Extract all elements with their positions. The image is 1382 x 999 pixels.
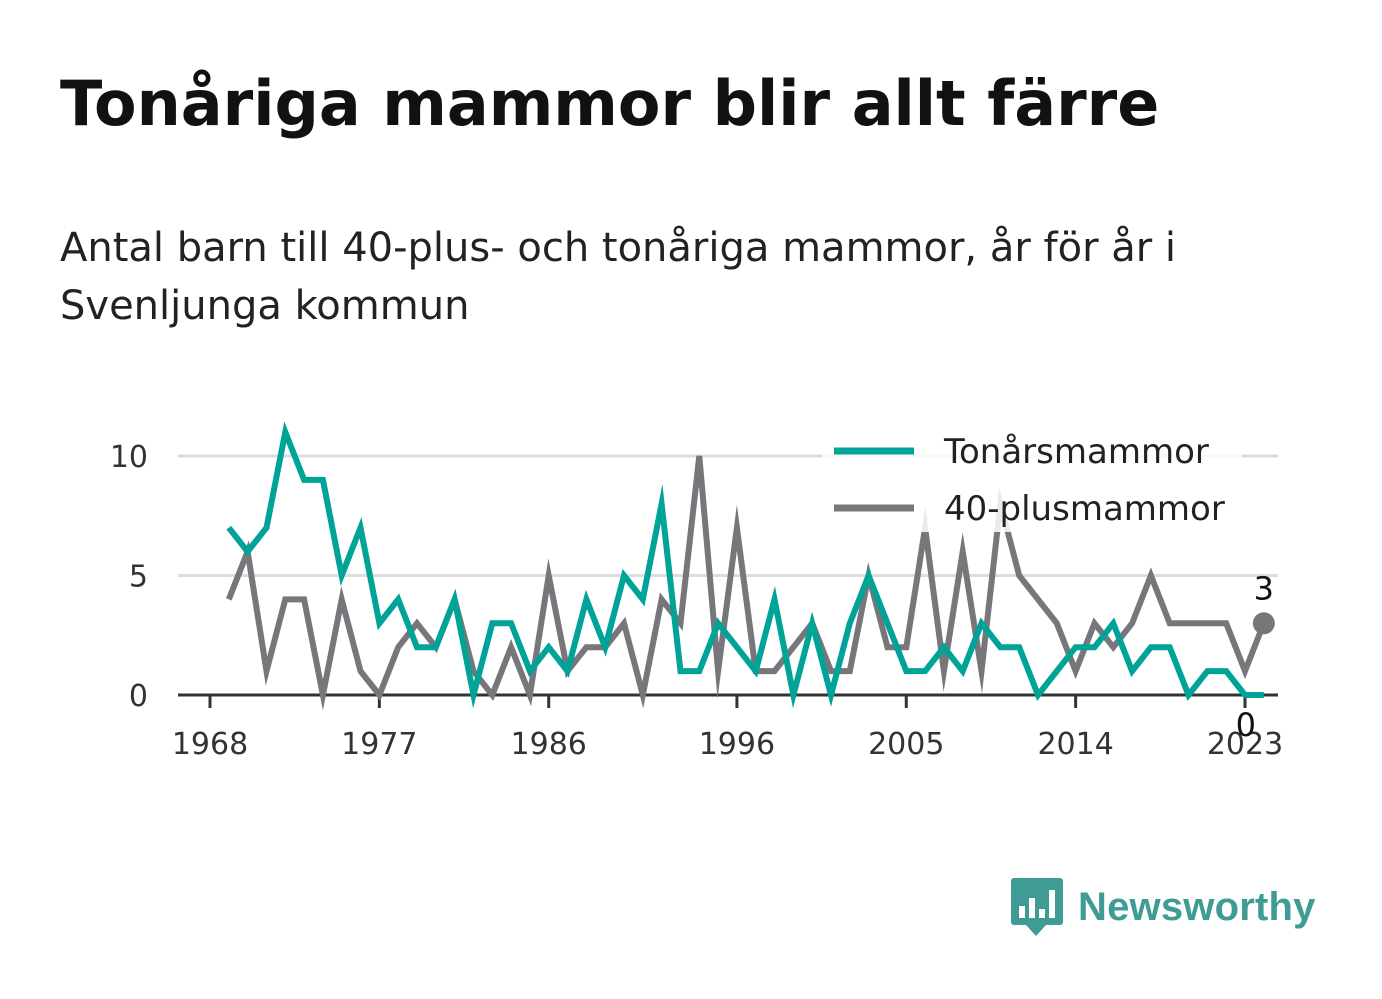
y-tick-label: 10 (110, 440, 148, 475)
logo-text: Newsworthy (1078, 884, 1316, 929)
series-line-tonarsmammor (226, 421, 1264, 709)
bar-chart-logo-icon (1011, 878, 1063, 936)
chart-subtitle: Antal barn till 40-plus- och tonåriga ma… (60, 225, 1177, 329)
x-tick-label: 1977 (341, 727, 417, 762)
x-tick-label: 2005 (868, 727, 944, 762)
legend-label: 40-plusmammor (944, 489, 1225, 529)
x-tick-label: 2014 (1037, 727, 1113, 762)
x-tick-label: 1986 (511, 727, 587, 762)
series-line-fyrtioplusmammor (226, 455, 1267, 711)
end-point-marker (1252, 612, 1275, 635)
legend-label: Tonårsmammor (943, 432, 1209, 472)
end-value-label: 0 (1236, 706, 1256, 744)
end-labels: 30 (1236, 569, 1275, 744)
newsworthy-logo: Newsworthy (1010, 876, 1316, 938)
chart-title: Tonåriga mammor blir allt färre (60, 67, 1160, 140)
y-tick-label: 5 (129, 560, 148, 595)
x-tick-label: 1996 (699, 727, 775, 762)
end-value-label: 3 (1254, 569, 1274, 607)
x-tick-label: 1968 (172, 727, 248, 762)
axes: 0 5 10 1968 1977 1986 1996 2005 2014 2023 (110, 440, 1283, 762)
x-tick-label: 2023 (1207, 727, 1283, 762)
y-tick-label: 0 (129, 679, 148, 714)
legend: Tonårsmammor 40-plusmammor (822, 423, 1242, 532)
series-lines (226, 421, 1267, 711)
